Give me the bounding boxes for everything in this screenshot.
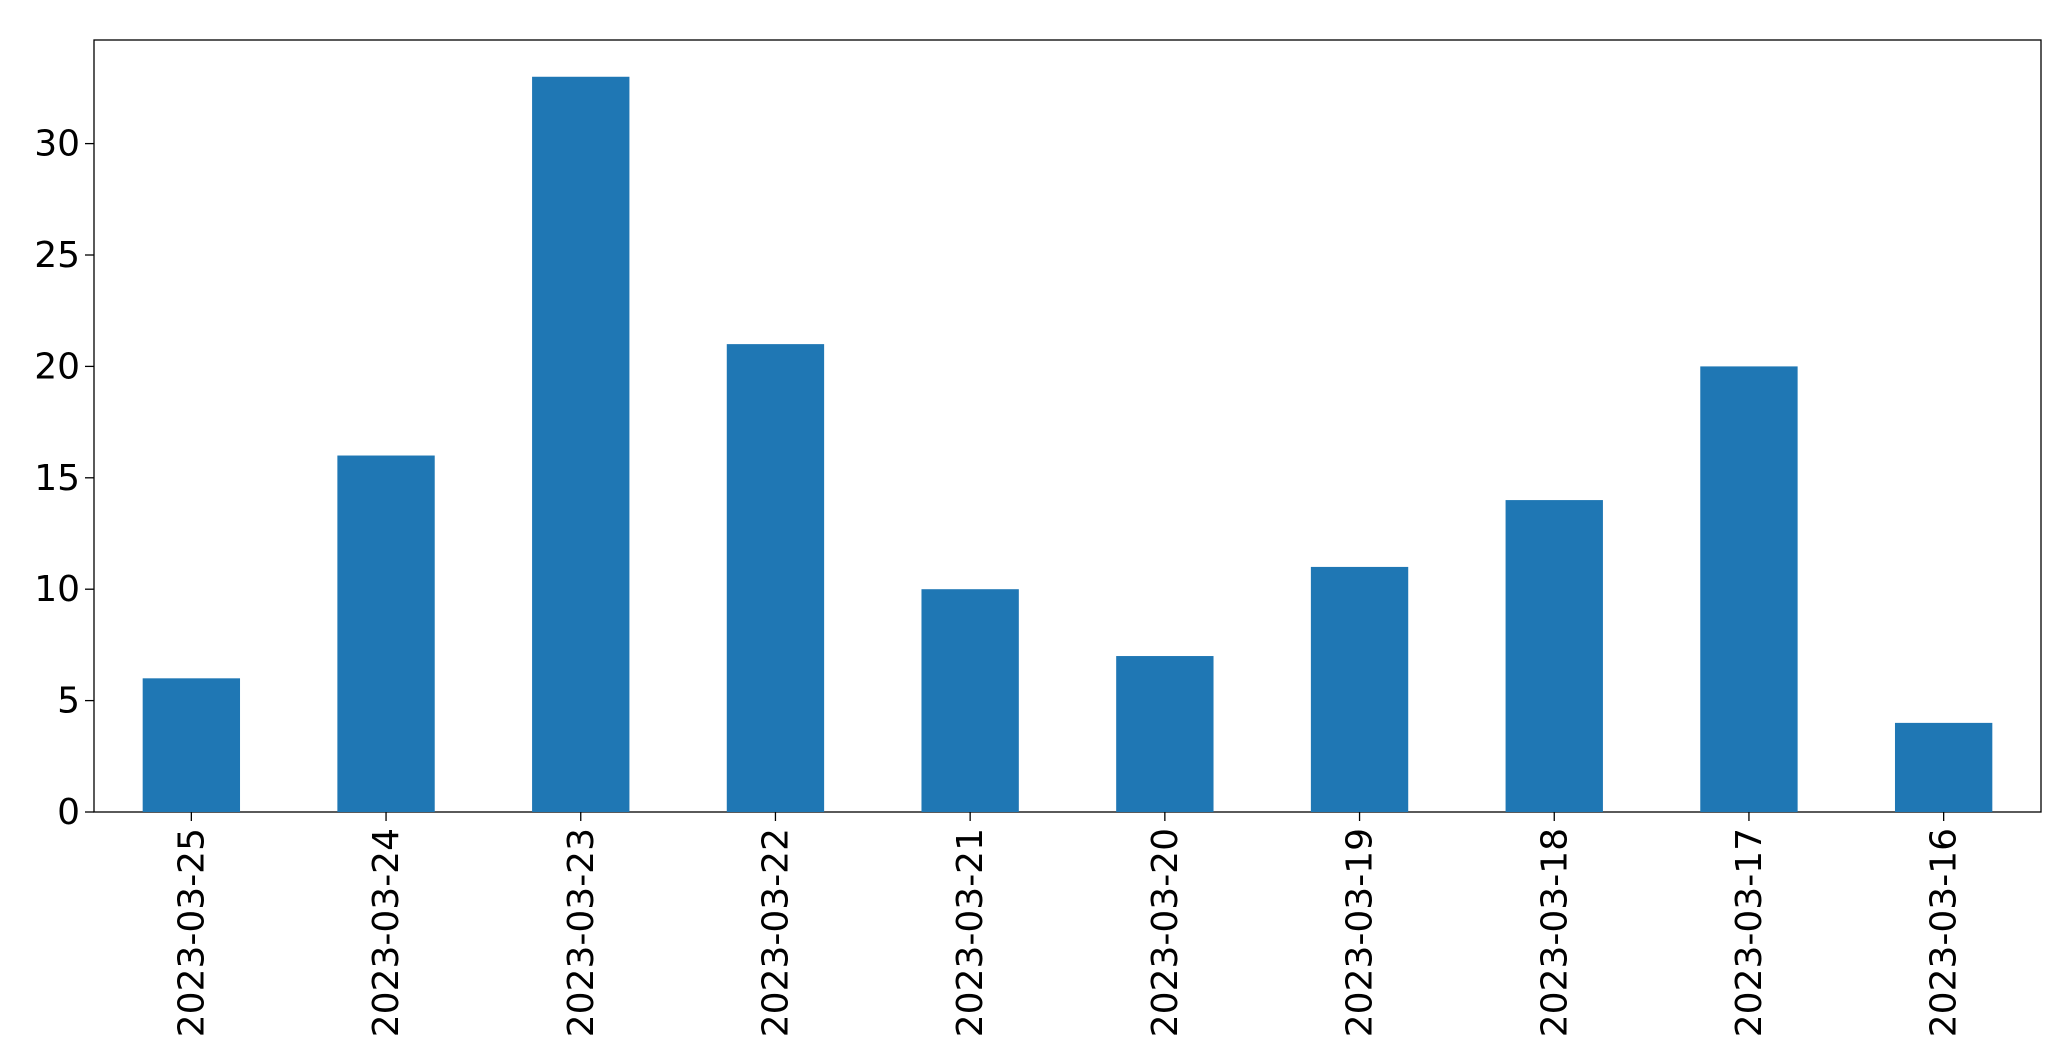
x-tick-label: 2023-03-20 — [1145, 828, 1186, 1037]
bar — [532, 76, 630, 812]
y-tick-label: 15 — [34, 458, 80, 499]
bar — [337, 455, 435, 812]
x-tick-label: 2023-03-21 — [950, 828, 991, 1037]
x-tick-label: 2023-03-25 — [171, 828, 212, 1037]
y-tick-label: 25 — [34, 235, 80, 276]
x-tick-label: 2023-03-17 — [1729, 828, 1770, 1037]
bar — [1700, 366, 1798, 812]
y-tick-label: 0 — [57, 792, 80, 833]
bar — [1505, 500, 1603, 812]
y-tick-label: 10 — [34, 569, 80, 610]
plot-frame — [93, 39, 2042, 813]
x-tick-label: 2023-03-19 — [1340, 828, 1381, 1037]
bar — [1894, 722, 1993, 812]
x-tick-label: 2023-03-22 — [755, 828, 796, 1037]
y-tick-label: 5 — [57, 681, 80, 722]
x-tick-label: 2023-03-24 — [366, 828, 407, 1037]
y-tick-label: 20 — [34, 346, 80, 387]
bar — [726, 344, 825, 812]
bar — [1116, 656, 1214, 812]
x-tick-label: 2023-03-23 — [561, 828, 602, 1037]
x-tick-label: 2023-03-16 — [1924, 828, 1965, 1037]
x-tick-label: 2023-03-18 — [1534, 828, 1575, 1037]
bar — [142, 678, 241, 812]
bar — [921, 589, 1019, 812]
bar — [1310, 566, 1409, 812]
y-tick-label: 30 — [34, 124, 80, 165]
